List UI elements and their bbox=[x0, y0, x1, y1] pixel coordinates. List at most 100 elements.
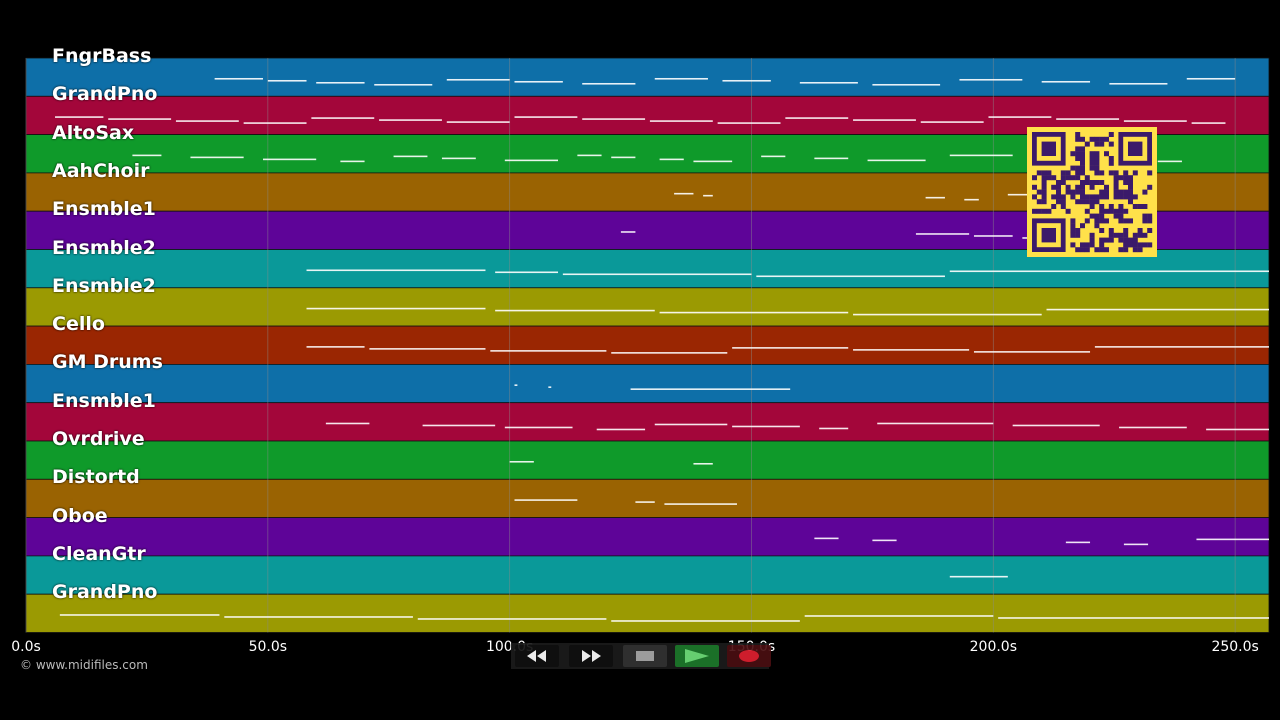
note bbox=[814, 537, 839, 540]
note-layer bbox=[55, 77, 1269, 622]
note bbox=[872, 539, 897, 542]
note bbox=[988, 116, 1052, 118]
note bbox=[659, 311, 849, 314]
note bbox=[393, 155, 428, 158]
note bbox=[1012, 424, 1100, 427]
play-button[interactable] bbox=[675, 645, 719, 667]
note bbox=[369, 348, 486, 350]
note bbox=[674, 192, 694, 195]
note bbox=[693, 160, 733, 163]
track-lane-12 bbox=[25, 517, 1270, 557]
note bbox=[611, 156, 636, 159]
note bbox=[1065, 541, 1091, 544]
track-lane-9 bbox=[25, 402, 1270, 442]
record-icon bbox=[739, 650, 759, 662]
note bbox=[417, 618, 607, 620]
note bbox=[1119, 426, 1187, 429]
note bbox=[340, 160, 365, 163]
track-label: Cello bbox=[52, 313, 105, 336]
note bbox=[1123, 543, 1149, 546]
note bbox=[441, 157, 476, 160]
time-tick-label: 250.0s bbox=[1211, 639, 1259, 655]
track-lane-13 bbox=[25, 555, 1270, 595]
note bbox=[973, 351, 1091, 353]
rewind-button[interactable] bbox=[515, 645, 559, 667]
note bbox=[514, 116, 578, 118]
note bbox=[306, 269, 486, 272]
note bbox=[495, 271, 559, 274]
note bbox=[872, 83, 941, 86]
note bbox=[877, 422, 994, 425]
note bbox=[190, 156, 244, 159]
rewind-icon bbox=[527, 650, 546, 662]
note bbox=[224, 616, 413, 618]
fast-forward-button[interactable] bbox=[569, 645, 613, 667]
note bbox=[1094, 346, 1269, 348]
note bbox=[514, 80, 563, 83]
track-lane-7 bbox=[25, 325, 1270, 365]
track-lane-10 bbox=[25, 440, 1270, 480]
note bbox=[446, 121, 510, 123]
note bbox=[853, 119, 916, 121]
stop-icon bbox=[636, 651, 654, 661]
note bbox=[1157, 160, 1182, 163]
note bbox=[504, 159, 559, 162]
note bbox=[490, 350, 607, 352]
note bbox=[964, 198, 979, 201]
time-tick-label: 200.0s bbox=[969, 639, 1017, 655]
note bbox=[630, 388, 791, 390]
note bbox=[379, 119, 442, 121]
track-lane-11 bbox=[25, 478, 1270, 518]
note bbox=[732, 425, 800, 428]
note bbox=[756, 275, 945, 278]
note bbox=[577, 154, 602, 157]
track-lane-6 bbox=[25, 287, 1270, 327]
note bbox=[214, 77, 263, 80]
track-label: Ensmble2 bbox=[52, 236, 156, 259]
note bbox=[267, 79, 307, 82]
note bbox=[814, 157, 849, 160]
track-label: Ovrdrive bbox=[52, 428, 145, 450]
note bbox=[514, 384, 518, 386]
note bbox=[55, 116, 104, 118]
note bbox=[1186, 77, 1236, 80]
note bbox=[732, 347, 849, 349]
track-lane-0 bbox=[25, 57, 1270, 97]
note bbox=[1046, 308, 1269, 311]
note bbox=[1196, 538, 1269, 541]
note bbox=[59, 614, 220, 616]
note bbox=[611, 352, 728, 354]
track-label: Distortd bbox=[52, 466, 140, 489]
qr-code[interactable] bbox=[1027, 127, 1157, 257]
note bbox=[325, 422, 370, 425]
note bbox=[1191, 122, 1226, 124]
note bbox=[693, 462, 713, 465]
stop-button[interactable] bbox=[623, 645, 667, 667]
track-lane-14 bbox=[25, 593, 1270, 633]
note bbox=[514, 499, 578, 501]
note bbox=[915, 233, 970, 235]
note bbox=[998, 617, 1269, 619]
note bbox=[311, 117, 375, 119]
track-label: AahChoir bbox=[52, 159, 150, 182]
note bbox=[504, 426, 573, 429]
note bbox=[659, 158, 684, 161]
note bbox=[920, 121, 984, 123]
copyright-text: © www.midifiles.com bbox=[20, 658, 148, 672]
track-label: Oboe bbox=[52, 504, 108, 527]
note bbox=[949, 270, 1269, 273]
note bbox=[132, 154, 162, 157]
note bbox=[582, 82, 636, 85]
note bbox=[959, 78, 1023, 81]
note bbox=[446, 78, 510, 81]
note bbox=[722, 79, 771, 82]
note bbox=[703, 194, 713, 197]
note bbox=[804, 615, 994, 617]
note bbox=[949, 154, 1013, 157]
note bbox=[799, 81, 858, 84]
track-label: Ensmble2 bbox=[52, 274, 156, 297]
note bbox=[243, 122, 307, 124]
track-label: FngrBass bbox=[52, 45, 152, 67]
play-icon bbox=[685, 649, 709, 663]
record-button[interactable] bbox=[727, 645, 771, 667]
